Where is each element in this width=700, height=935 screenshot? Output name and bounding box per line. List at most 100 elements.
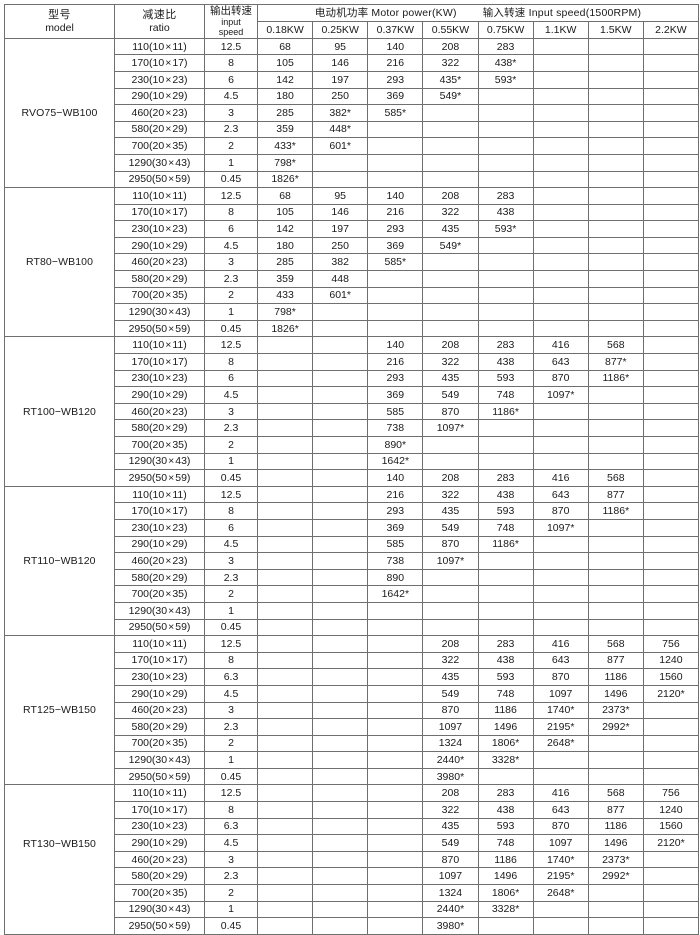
output-speed-cell: 6 [204,220,258,238]
torque-cell: 890 [367,568,424,587]
model-name-label: RT110−WB120 [23,554,96,567]
torque-cell-empty [312,701,369,720]
model-name-cell: RT125−WB150 [4,635,115,786]
output-speed-cell: 1 [204,153,258,172]
torque-cell: 283 [477,187,534,205]
torque-cell-empty [256,452,314,471]
torque-cell-empty [422,137,479,155]
torque-cell: 293 [367,369,424,388]
torque-cell: 216 [367,54,424,72]
torque-cell-empty [642,187,700,205]
torque-cell: 549 [422,386,479,404]
torque-cell-empty [312,568,369,587]
torque-cell: 1186 [587,668,644,686]
torque-cell-empty [532,37,589,56]
torque-cell-empty [642,253,700,272]
torque-cell-empty [312,850,369,869]
torque-cell-empty [312,684,369,703]
torque-cell-empty [532,54,589,72]
torque-cell: 2440* [422,751,479,769]
header-row-group: 型号 model 减速比 ratio 输出转速 input speed 电动机功… [4,4,699,39]
torque-cell-empty [312,535,369,554]
limit-marker: * [460,422,465,435]
reduction-ratio-cell: 1290(30×43) [114,601,205,620]
torque-cell-empty [422,170,479,189]
torque-cell: 2195* [532,867,589,886]
torque-cell-empty [256,369,314,388]
torque-cell: 438 [477,651,534,670]
torque-cell-empty [532,170,589,189]
torque-cell-empty [477,253,534,272]
output-speed-cell: 0.45 [204,319,258,338]
limit-marker: * [625,720,630,733]
torque-cell-empty [587,402,644,421]
torque-cell: 549 [422,834,479,852]
limit-marker: * [514,538,519,551]
torque-cell-empty [422,104,479,122]
torque-cell-empty [256,485,314,504]
torque-cell: 1826* [256,170,314,189]
torque-cell: 293 [367,70,424,89]
reduction-ratio-cell: 580(20×29) [114,419,205,437]
torque-cell-empty [587,253,644,272]
torque-cell-empty [312,718,369,736]
torque-cell: 890* [367,436,424,454]
output-speed-cell: 12.5 [204,635,258,653]
limit-marker: * [625,853,630,866]
torque-cell: 870 [532,369,589,388]
limit-marker: * [570,704,575,717]
output-speed-cell: 12.5 [204,37,258,56]
header-kw-3: 0.55KW [422,20,479,39]
torque-cell: 748 [477,386,534,404]
table-row: RT80−WB100 110(10×11) 12.5 68 95 140 208 283 [4,187,700,338]
torque-cell: 568 [587,635,644,653]
torque-cell: 1186 [477,850,534,869]
torque-cell-empty [367,884,424,902]
torque-cell: 870 [422,402,479,421]
reduction-ratio-cell: 110(10×11) [114,635,205,653]
torque-cell: 448 [312,270,369,288]
output-speed-cell: 4.5 [204,386,258,404]
torque-cell: 738 [367,419,424,437]
torque-cell-empty [642,601,700,620]
output-speed-cell: 8 [204,203,258,222]
torque-cell: 1324 [422,884,479,902]
torque-cell-empty [256,867,314,886]
table-header: 型号 model 减速比 ratio 输出转速 input speed 电动机功… [4,4,700,39]
torque-cell-empty [312,817,369,836]
torque-cell-empty [532,153,589,172]
torque-cell-empty [256,900,314,919]
torque-cell-empty [587,618,644,637]
limit-marker: * [404,455,410,468]
torque-cell-empty [642,54,700,72]
torque-cell-empty [422,153,479,172]
torque-cell: 748 [477,834,534,852]
torque-cell: 322 [422,353,479,371]
torque-cell-empty [532,270,589,288]
limit-marker: * [570,853,575,866]
table-row: 230(10×23) 6 142 197 293 435* 593* [5,70,700,89]
torque-cell-empty [477,104,534,122]
torque-cell: 283 [477,784,534,803]
torque-cell-empty [477,270,534,288]
torque-cell-empty [256,518,314,537]
reduction-ratio-cell: 290(10×29) [114,386,205,404]
torque-cell: 2992* [587,867,644,886]
torque-cell: 643 [532,485,589,504]
torque-cell: 435 [422,502,479,520]
reduction-ratio-cell: 2950(50×59) [114,319,205,338]
torque-cell-empty [642,419,700,437]
torque-cell-empty [642,336,700,355]
torque-cell: 601* [312,286,369,305]
torque-cell: 1097* [532,518,589,537]
table-row: 580(20×29) 2.3 1097 1496 2195* 2992* [5,718,700,736]
torque-cell-empty [256,386,314,404]
output-speed-cell: 1 [204,452,258,471]
torque-cell-empty [422,618,479,637]
torque-cell-empty [642,469,700,487]
reduction-ratio-cell: 170(10×17) [114,651,205,670]
torque-cell: 568 [587,784,644,803]
torque-cell-empty [256,618,314,637]
output-speed-cell: 4.5 [204,834,258,852]
torque-cell: 433* [256,137,314,155]
